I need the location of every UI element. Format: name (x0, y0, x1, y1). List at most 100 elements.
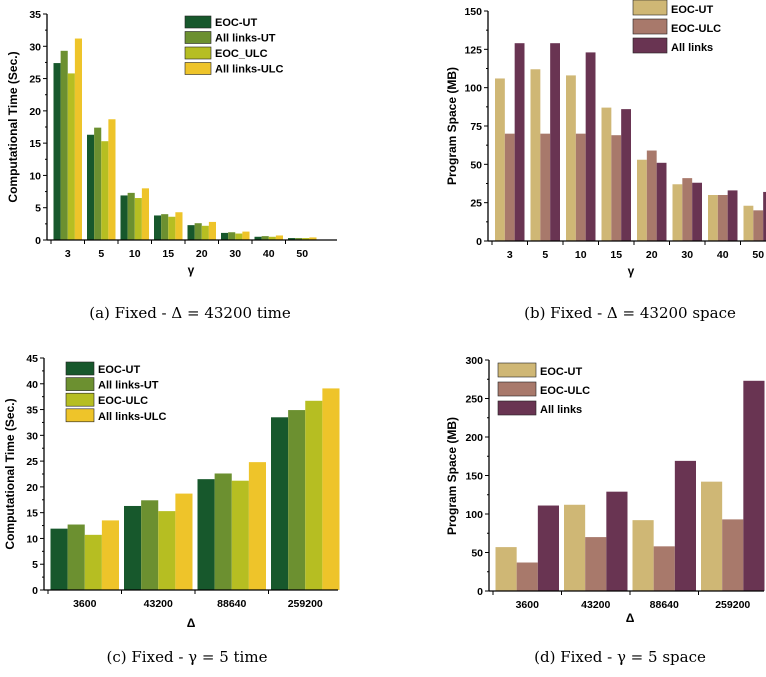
x-tick-label: 50 (752, 249, 764, 261)
bar-all-links-ulc-259200 (322, 388, 340, 590)
bar-all-links-88640 (674, 460, 696, 591)
y-tick-label: 25 (29, 74, 41, 86)
bar-all-links-ulc-10 (141, 188, 149, 240)
y-tick-label: 150 (465, 471, 483, 483)
figure-caption: (c) Fixed - γ = 5 time (107, 648, 268, 666)
bar-eoc-ut-40 (708, 195, 718, 241)
x-tick-label: 43200 (581, 599, 610, 611)
x-axis-label: γ (188, 263, 195, 277)
legend-entry-1-label: EOC-UT (540, 366, 582, 378)
legend-entry-3-swatch (184, 46, 212, 60)
y-tick-label: 10 (29, 170, 41, 182)
x-tick-label: 43200 (144, 598, 173, 610)
legend-entry-3-swatch (632, 37, 668, 54)
y-axis-label: Program Space (MB) (445, 417, 459, 535)
x-tick-label: 50 (296, 248, 308, 260)
x-tick-label: 40 (717, 249, 729, 261)
y-tick-label: 125 (464, 44, 482, 56)
y-axis-label: Program Space (MB) (445, 67, 459, 185)
legend-entry-1-swatch (497, 362, 537, 378)
bar-eoc-ulc-20 (201, 225, 209, 240)
bar-eoc-ut-20 (187, 225, 195, 240)
y-tick-label: 50 (470, 159, 482, 171)
bar-all-links-ut-88640 (214, 473, 232, 590)
chart-b-space-vs-gamma: 0 25 50 75 100 125 150 3 5 10 15 20 30 40 50 Program Sp… (445, 0, 766, 322)
x-axis-label: Δ (626, 611, 635, 625)
x-tick-label: 5 (98, 248, 104, 260)
bar-eoc-ut-5 (87, 134, 95, 240)
x-tick-label: 10 (129, 248, 141, 260)
legend-entry-4-label: All links-ULC (98, 411, 167, 423)
bar-all-links-ut-3 (60, 50, 68, 241)
y-axis-label: Computational Time (Sec.) (3, 398, 17, 549)
x-tick-label: 3600 (516, 599, 540, 611)
bar-eoc-ut-40 (254, 236, 262, 240)
bar-eoc-ut-15 (154, 215, 162, 240)
y-tick-label: 15 (29, 138, 41, 150)
bar-all-links-ut-3600 (67, 524, 85, 590)
bar-eoc-ut-3 (53, 63, 61, 241)
y-tick-label: 10 (26, 533, 38, 545)
y-tick-label: 150 (464, 6, 482, 18)
figure-caption: (a) Fixed - Δ = 43200 time (89, 304, 291, 322)
legend-entry-2-swatch (65, 377, 95, 391)
bar-all-links-ut-43200 (141, 500, 159, 590)
legend-entry-1-swatch (184, 15, 212, 29)
x-tick-label: 259200 (288, 598, 323, 610)
legend-entry-4-label: All links-ULC (215, 64, 284, 76)
bar-eoc-ulc-40 (717, 195, 728, 241)
bar-eoc-ut-10 (566, 75, 576, 242)
legend-entry-1-label: EOC-UT (98, 364, 140, 376)
bar-all-links-ulc-43200 (175, 493, 193, 590)
legend-entry-3-label: EOC-ULC (98, 395, 148, 407)
y-tick-label: 45 (26, 353, 38, 365)
legend-entry-4-swatch (65, 408, 95, 423)
bar-eoc-ulc-259200 (305, 400, 323, 590)
y-tick-label: 0 (477, 586, 483, 598)
bar-eoc-ut-3600 (495, 547, 517, 591)
bar-all-links-40 (727, 190, 738, 241)
y-tick-label: 300 (465, 355, 483, 367)
bar-eoc-ulc-10 (575, 133, 586, 241)
y-tick-label: 0 (32, 585, 38, 597)
bar-all-links-30 (692, 182, 702, 241)
y-axis-label: Computational Time (Sec.) (6, 51, 20, 202)
bar-eoc-ulc-40 (268, 236, 276, 240)
y-tick-label: 30 (26, 430, 38, 442)
bar-all-links-ulc-20 (208, 221, 216, 240)
bar-all-links-ulc-40 (275, 235, 283, 240)
bar-all-links-10 (585, 52, 596, 242)
bar-eoc-ut-50 (743, 205, 754, 241)
legend-entry-1-swatch (65, 361, 95, 376)
bar-eoc-ut-5 (530, 69, 541, 242)
chart-d-space-vs-delta: 0 50 100 150 200 250 300 3600 43200 88640 259200 Pr… (445, 355, 765, 666)
bar-eoc-ulc-3 (504, 133, 515, 241)
legend-entry-3-swatch (497, 400, 537, 416)
bar-eoc-ut-30 (672, 184, 683, 241)
bar-all-links-ulc-3 (74, 38, 82, 241)
bar-eoc-ulc-43200 (585, 537, 607, 591)
bar-all-links-ut-259200 (288, 410, 306, 590)
x-tick-label: 15 (162, 248, 174, 260)
y-tick-label: 0 (476, 236, 482, 248)
figure-caption: (d) Fixed - γ = 5 space (534, 648, 706, 666)
bar-all-links-ulc-15 (175, 212, 183, 240)
bar-all-links-ulc-30 (242, 231, 250, 240)
bar-eoc-ulc-5 (101, 141, 109, 240)
bar-eoc-ut-3600 (50, 528, 68, 590)
bar-eoc-ulc-10 (134, 198, 142, 240)
bar-all-links-ulc-88640 (248, 462, 266, 590)
x-tick-label: 3 (65, 248, 71, 260)
bar-eoc-ulc-30 (682, 178, 693, 241)
x-tick-label: 30 (681, 249, 693, 261)
bar-eoc-ulc-5 (540, 133, 551, 241)
bar-all-links-5 (550, 43, 560, 242)
bar-eoc-ulc-259200 (722, 519, 744, 591)
legend-entry-2-swatch (632, 18, 668, 35)
y-tick-label: 100 (464, 83, 482, 95)
y-tick-label: 75 (470, 121, 482, 133)
legend-entry-1-swatch (632, 0, 668, 16)
y-tick-label: 20 (26, 482, 38, 494)
